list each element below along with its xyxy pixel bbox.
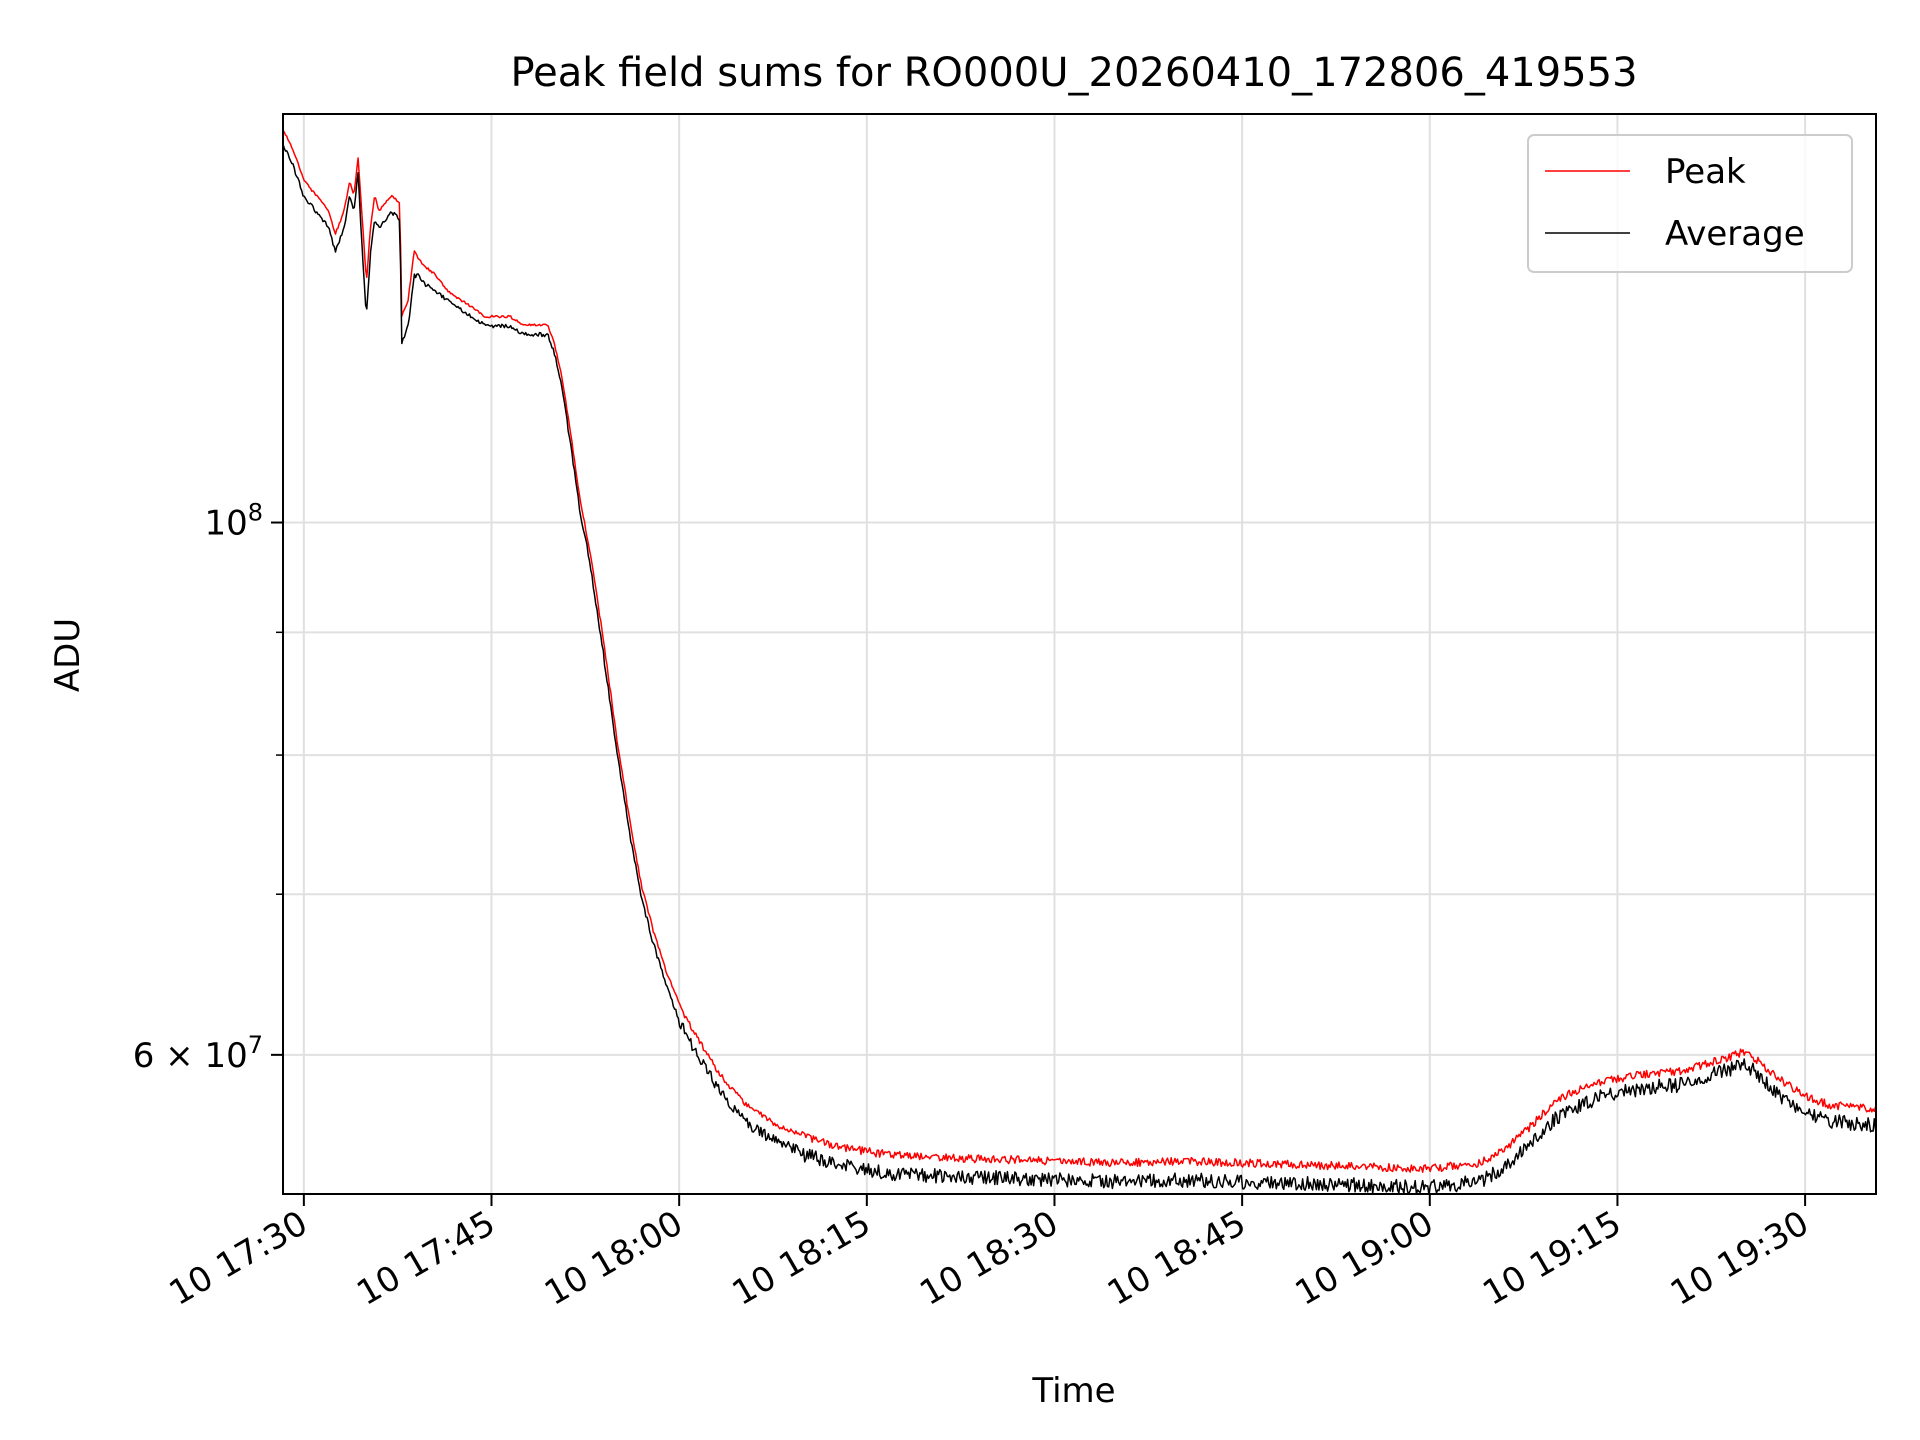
y-tick-label-base: 6 × 10 bbox=[133, 1036, 248, 1076]
grid bbox=[283, 114, 1876, 1194]
y-tick-label: 108 bbox=[204, 499, 263, 544]
legend-average-label: Average bbox=[1665, 214, 1805, 254]
y-tick-label-exponent: 8 bbox=[248, 499, 263, 527]
legend-peak-label: Peak bbox=[1665, 152, 1746, 192]
axes-frame bbox=[282, 113, 1877, 1195]
chart-title: Peak field sums for RO000U_20260410_1728… bbox=[510, 50, 1637, 96]
legend: Peak Average bbox=[1527, 134, 1853, 273]
y-tick-label-base: 10 bbox=[204, 504, 247, 544]
y-tick-label-exponent: 7 bbox=[248, 1031, 263, 1059]
series-line-average bbox=[283, 143, 1876, 1194]
legend-box bbox=[1527, 134, 1853, 273]
series-line-peak bbox=[283, 129, 1876, 1173]
y-axis-label: ADU bbox=[48, 618, 88, 692]
x-axis-label: Time bbox=[1031, 1371, 1115, 1411]
y-axis-ticks: 6 × 107 108 bbox=[133, 499, 283, 1076]
series-lines bbox=[283, 129, 1876, 1194]
y-tick-label: 6 × 107 bbox=[133, 1031, 263, 1076]
